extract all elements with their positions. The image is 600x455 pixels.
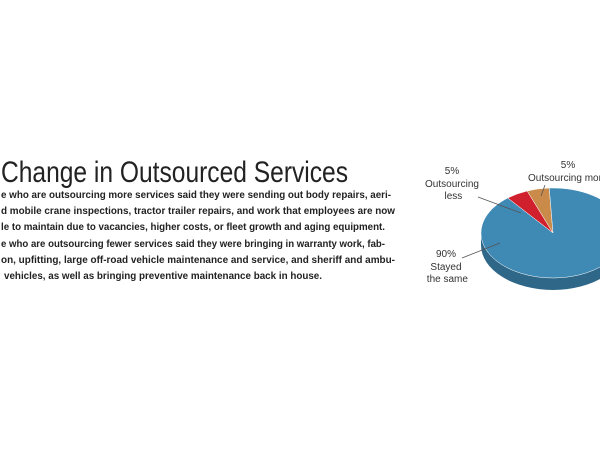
- pie-slice: [480, 187, 600, 279]
- leader-line: [540, 184, 546, 197]
- pie-side: [481, 233, 600, 290]
- value-label: 90%: [436, 249, 456, 260]
- value-label: 5%: [445, 166, 460, 177]
- body-line: vehicles, as well as bringing preventive…: [4, 271, 322, 282]
- body-line: e who are outsourcing fewer services sai…: [1, 239, 385, 250]
- leader-line: [477, 196, 522, 214]
- body-text: e who are outsourcing more services said…: [1, 190, 395, 282]
- body-line: on, upfitting, large off-road vehicle ma…: [1, 255, 395, 266]
- category-label: Outsourcing less: [425, 179, 479, 202]
- title: Change in Outsourced Services: [1, 156, 348, 189]
- body-line: le to maintain due to vacancies, higher …: [1, 222, 385, 233]
- body-line: d mobile crane inspections, tractor trai…: [1, 206, 395, 217]
- leader-line: [461, 242, 501, 259]
- value-label: 5%: [561, 160, 576, 171]
- body-line: e who are outsourcing more services said…: [1, 190, 391, 201]
- pie-chart: 5% Outsourcing less 5% Outsourcing more 90% S…: [424, 160, 600, 290]
- category-label: Outsourcing more: [528, 173, 600, 184]
- category-label: Stayed the same: [424, 262, 468, 285]
